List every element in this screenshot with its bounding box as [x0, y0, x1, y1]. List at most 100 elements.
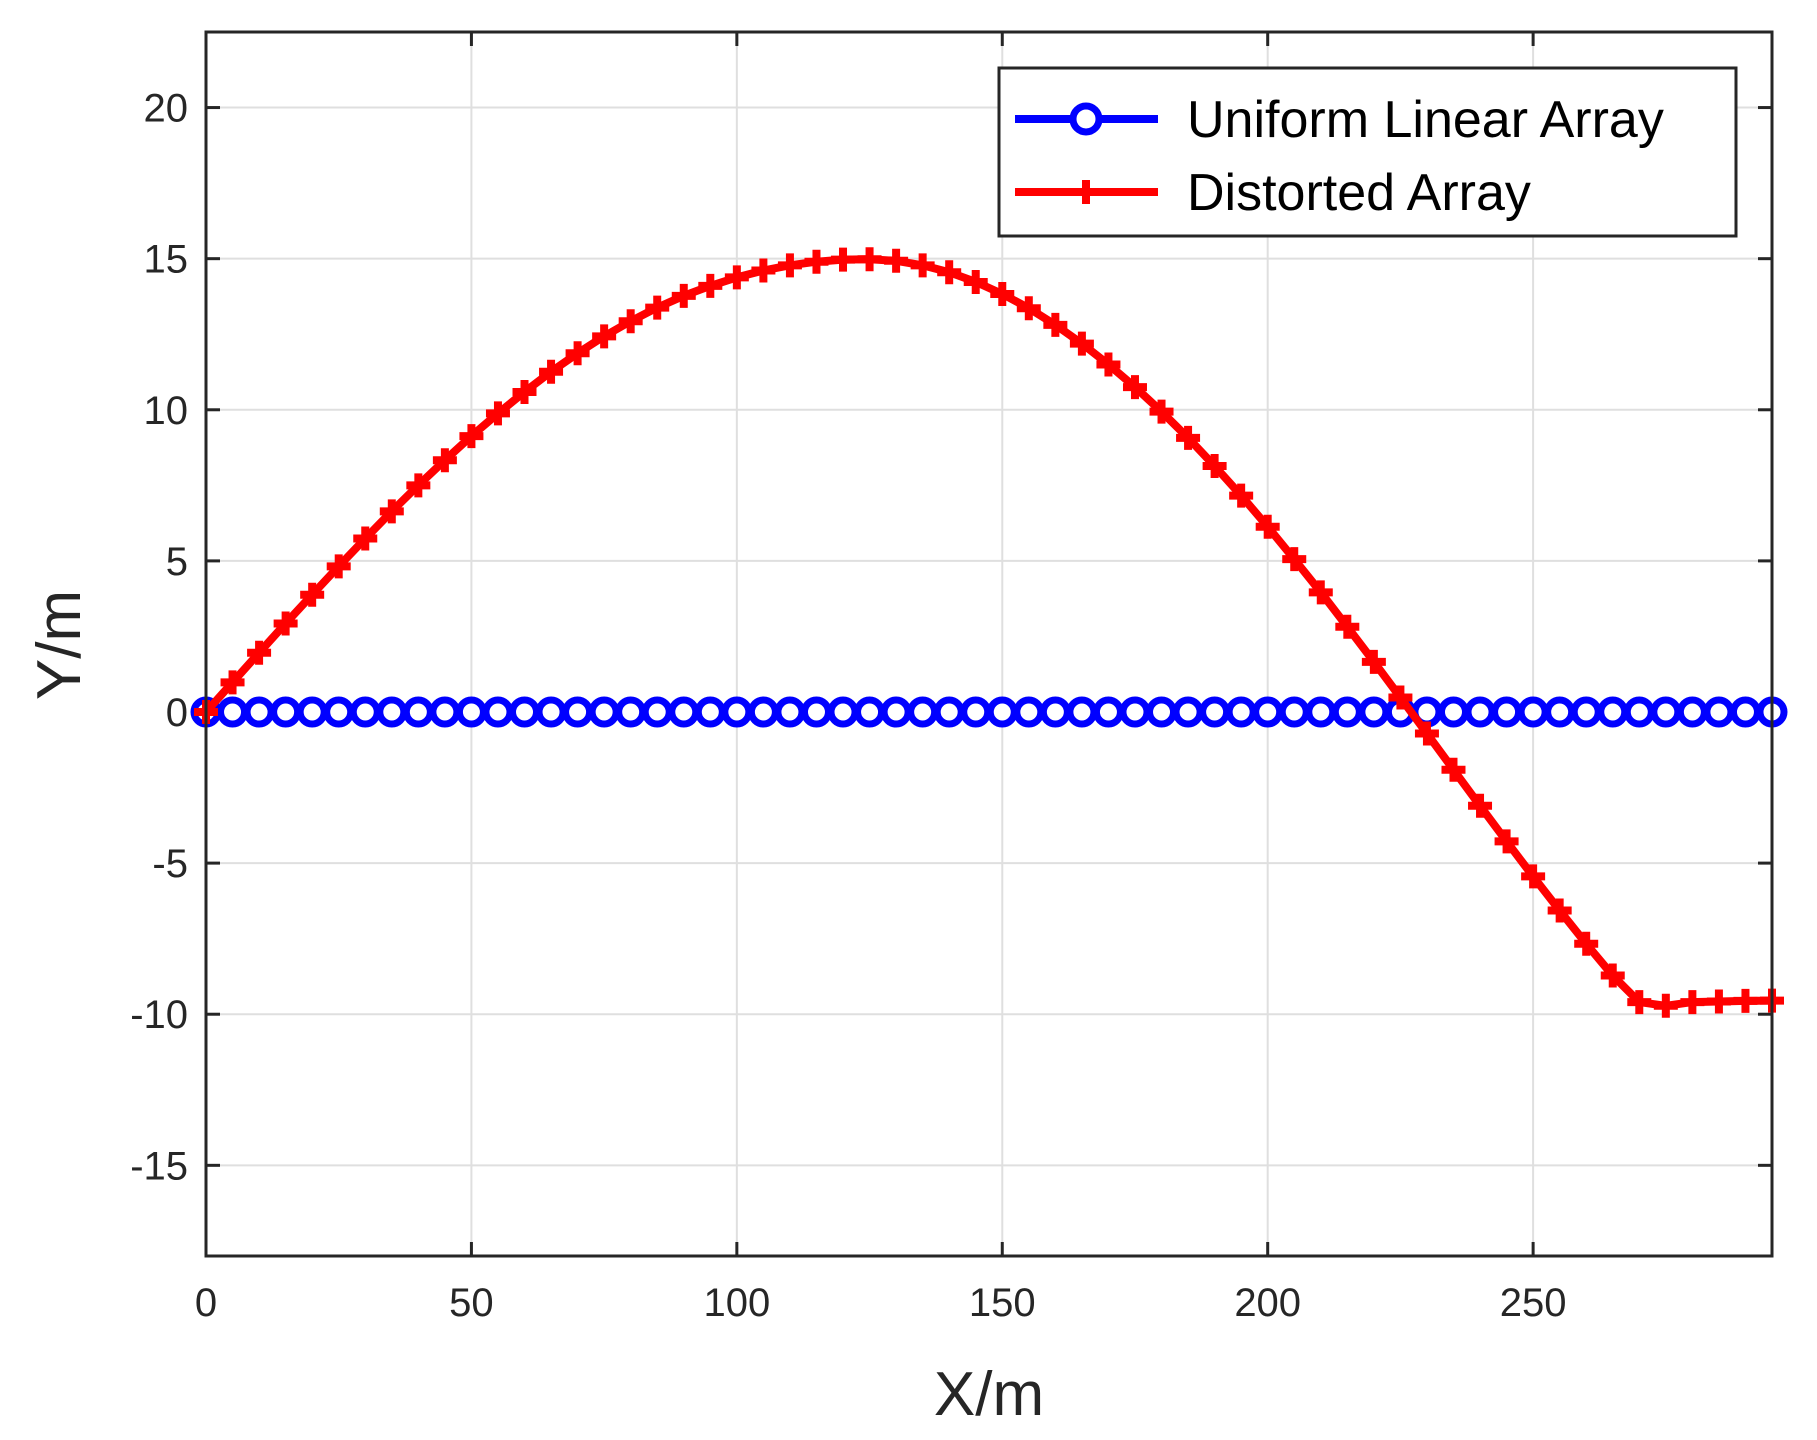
data-point-uniform-linear-array — [1013, 696, 1045, 728]
data-point-distorted-array — [432, 448, 457, 473]
data-point-distorted-array — [300, 582, 325, 607]
x-tick-label: 150 — [969, 1281, 1036, 1325]
data-point-distorted-array — [1282, 547, 1307, 572]
x-tick-label: 250 — [1500, 1281, 1567, 1325]
data-point-uniform-linear-array — [296, 696, 328, 728]
y-tick-label: 15 — [144, 238, 189, 282]
data-point-uniform-linear-array — [482, 696, 514, 728]
data-point-distorted-array — [1176, 425, 1201, 450]
data-point-distorted-array — [1494, 829, 1519, 854]
data-point-uniform-linear-array — [402, 696, 434, 728]
data-point-distorted-array — [777, 253, 802, 278]
data-point-distorted-array — [1043, 312, 1068, 337]
data-point-uniform-linear-array — [800, 696, 832, 728]
data-point-uniform-linear-array — [243, 696, 275, 728]
data-point-distorted-array — [1600, 963, 1625, 988]
data-point-uniform-linear-array — [1570, 696, 1602, 728]
data-point-uniform-linear-array — [641, 696, 673, 728]
data-point-uniform-linear-array — [1517, 696, 1549, 728]
data-point-distorted-array — [1096, 352, 1121, 377]
data-point-distorted-array — [1202, 453, 1227, 478]
data-point-uniform-linear-array — [1119, 696, 1151, 728]
data-point-distorted-array — [937, 260, 962, 285]
data-point-distorted-array — [751, 258, 776, 283]
data-point-distorted-array — [1547, 898, 1572, 923]
data-point-uniform-linear-array — [1623, 696, 1655, 728]
data-point-distorted-array — [990, 282, 1015, 307]
data-point-distorted-array — [671, 283, 696, 308]
data-point-uniform-linear-array — [376, 696, 408, 728]
data-point-uniform-linear-array — [880, 696, 912, 728]
data-point-uniform-linear-array — [615, 696, 647, 728]
data-point-distorted-array — [326, 554, 351, 579]
y-tick-label: -5 — [152, 842, 188, 886]
data-point-distorted-array — [485, 401, 510, 426]
data-point-uniform-linear-array — [323, 696, 355, 728]
data-point-distorted-array — [1122, 375, 1147, 400]
data-point-uniform-linear-array — [1597, 696, 1629, 728]
data-point-distorted-array — [831, 247, 856, 272]
data-point-distorted-array — [884, 248, 909, 273]
data-point-uniform-linear-array — [960, 696, 992, 728]
data-point-distorted-array — [645, 295, 670, 320]
data-point-uniform-linear-array — [1252, 696, 1284, 728]
data-point-uniform-linear-array — [1092, 696, 1124, 728]
data-point-distorted-array — [857, 247, 882, 272]
data-point-distorted-array — [220, 670, 245, 695]
data-point-uniform-linear-array — [1464, 696, 1496, 728]
data-point-uniform-linear-array — [854, 696, 886, 728]
data-point-distorted-array — [1414, 721, 1439, 746]
x-tick-label: 100 — [703, 1281, 770, 1325]
data-point-uniform-linear-array — [907, 696, 939, 728]
data-point-distorted-array — [698, 273, 723, 298]
data-point-distorted-array — [1653, 993, 1678, 1018]
data-point-uniform-linear-array — [721, 696, 753, 728]
data-point-distorted-array — [1229, 483, 1254, 508]
data-point-distorted-array — [379, 499, 404, 524]
legend-marker-plus — [1074, 180, 1098, 204]
data-point-distorted-array — [963, 269, 988, 294]
legend-label-uniform-linear-array: Uniform Linear Array — [1187, 91, 1664, 149]
data-point-distorted-array — [1335, 614, 1360, 639]
data-point-uniform-linear-array — [217, 696, 249, 728]
data-point-distorted-array — [1574, 931, 1599, 956]
data-point-distorted-array — [618, 309, 643, 334]
y-tick-label: 10 — [144, 389, 189, 433]
data-point-uniform-linear-array — [1703, 696, 1735, 728]
data-point-distorted-array — [1441, 757, 1466, 782]
data-point-distorted-array — [1706, 989, 1731, 1014]
data-point-uniform-linear-array — [747, 696, 779, 728]
plot-frame — [204, 30, 1774, 1258]
data-point-distorted-array — [539, 359, 564, 384]
data-point-distorted-array — [1468, 793, 1493, 818]
legend: Uniform Linear Array Distorted Array — [997, 66, 1738, 238]
x-tick-label: 50 — [449, 1281, 494, 1325]
data-point-distorted-array — [1733, 988, 1758, 1013]
data-point-uniform-linear-array — [270, 696, 302, 728]
data-point-uniform-linear-array — [562, 696, 594, 728]
data-point-uniform-linear-array — [1305, 696, 1337, 728]
x-tick-label: 200 — [1234, 1281, 1301, 1325]
data-point-distorted-array — [1069, 331, 1094, 356]
y-tick-label: 20 — [144, 87, 189, 131]
data-point-uniform-linear-array — [1650, 696, 1682, 728]
legend-label-distorted-array: Distorted Array — [1187, 164, 1531, 222]
data-point-uniform-linear-array — [509, 696, 541, 728]
data-point-uniform-linear-array — [1146, 696, 1178, 728]
data-point-uniform-linear-array — [1278, 696, 1310, 728]
y-tick-labels: -15 -10 -5 0 5 10 15 20 — [130, 87, 188, 1189]
y-axis-title: Y/m — [25, 590, 94, 700]
data-point-uniform-linear-array — [535, 696, 567, 728]
data-point-uniform-linear-array — [429, 696, 461, 728]
data-point-distorted-array — [804, 249, 829, 274]
data-point-distorted-array — [353, 526, 378, 551]
y-tick-label: -10 — [130, 993, 188, 1037]
data-point-distorted-array — [1149, 399, 1174, 424]
series-line-distorted-array — [203, 255, 1773, 1010]
series-uniform-linear-array — [190, 696, 1788, 728]
legend-entry-uniform-linear-array: Uniform Linear Array — [1015, 91, 1664, 149]
data-point-distorted-array — [247, 640, 272, 665]
y-tick-label: 0 — [166, 691, 188, 735]
data-point-uniform-linear-array — [1225, 696, 1257, 728]
